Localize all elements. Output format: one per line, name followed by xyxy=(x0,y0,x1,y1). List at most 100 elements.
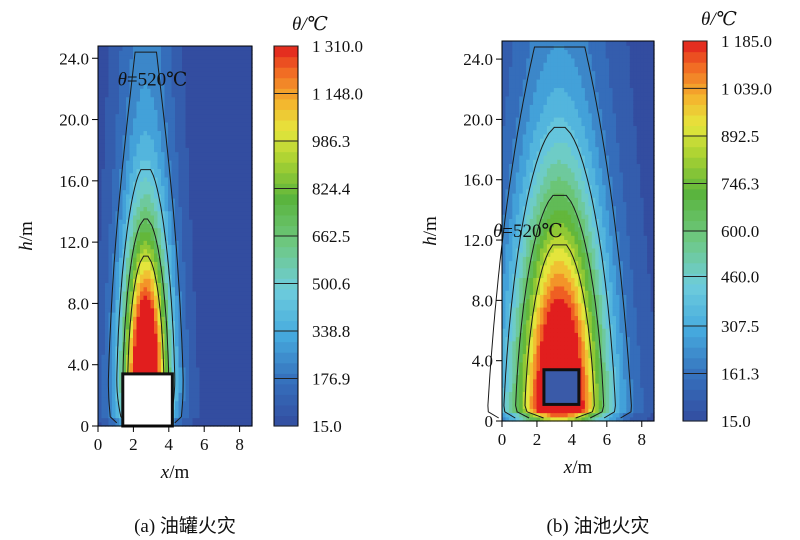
heatmap-cell xyxy=(522,340,527,346)
heatmap-cell xyxy=(136,50,141,56)
heatmap-cell xyxy=(217,198,222,203)
heatmap-cell xyxy=(217,286,222,292)
heatmap-cell xyxy=(112,96,117,102)
heatmap-cell xyxy=(241,155,246,161)
heatmap-cell xyxy=(533,328,538,333)
heatmap-cell xyxy=(143,189,148,195)
heatmap-cell xyxy=(515,125,520,131)
heatmap-cell xyxy=(515,336,520,342)
heatmap-cell xyxy=(161,84,166,89)
heatmap-cell xyxy=(150,274,155,279)
heatmap-cell xyxy=(526,138,531,143)
heatmap-cell xyxy=(192,113,197,119)
heatmap-cell xyxy=(522,95,527,101)
heatmap-cell xyxy=(210,113,215,119)
heatmap-cell xyxy=(126,71,131,77)
heatmap-cell xyxy=(526,100,531,105)
heatmap-cell xyxy=(522,277,527,283)
heatmap-cell xyxy=(115,193,120,199)
heatmap-cell xyxy=(245,176,250,182)
heatmap-cell xyxy=(192,421,197,427)
heatmap-cell xyxy=(133,198,138,203)
heatmap-cell xyxy=(112,143,117,148)
heatmap-cell xyxy=(168,79,173,85)
heatmap-cell xyxy=(217,202,222,208)
heatmap-cell xyxy=(182,278,187,284)
heatmap-cell xyxy=(140,320,145,326)
heatmap-cell xyxy=(143,358,148,364)
heatmap-cell xyxy=(175,88,180,94)
heatmap-cell xyxy=(192,295,197,300)
heatmap-cell xyxy=(231,375,236,381)
heatmap-cell xyxy=(220,67,225,72)
heatmap-cell xyxy=(217,257,222,262)
heatmap-cell xyxy=(241,138,246,144)
heatmap-cell xyxy=(203,176,208,182)
heatmap-cell xyxy=(526,91,531,97)
heatmap-cell xyxy=(245,67,250,72)
heatmap-cell xyxy=(206,92,211,98)
heatmap-cell xyxy=(133,214,138,220)
heatmap-cell xyxy=(505,285,510,291)
heatmap-cell xyxy=(105,117,110,123)
heatmap-cell xyxy=(505,328,510,333)
heatmap-cell xyxy=(143,84,148,89)
heatmap-cell xyxy=(519,62,524,67)
heatmap-cell xyxy=(505,91,510,97)
heatmap-cell xyxy=(210,84,215,89)
heatmap-cell xyxy=(161,143,166,148)
heatmap-cell xyxy=(213,303,218,309)
heatmap-cell xyxy=(108,84,113,89)
heatmap-cell xyxy=(122,210,127,216)
heatmap-cell xyxy=(115,198,120,203)
heatmap-cell xyxy=(220,392,225,398)
heatmap-cell xyxy=(203,58,208,64)
heatmap-cell xyxy=(185,396,190,402)
heatmap-cell xyxy=(129,109,134,115)
heatmap-cell xyxy=(213,269,218,275)
heatmap-cell xyxy=(101,227,106,233)
heatmap-cell xyxy=(238,130,243,136)
heatmap-cell xyxy=(220,71,225,77)
heatmap-cell xyxy=(189,172,194,178)
heatmap-cell xyxy=(185,341,190,347)
heatmap-cell xyxy=(157,62,162,68)
heatmap-cell xyxy=(234,278,239,284)
heatmap-cell xyxy=(536,416,541,422)
heatmap-cell xyxy=(234,358,239,364)
heatmap-cell xyxy=(122,160,127,165)
heatmap-cell xyxy=(115,333,120,338)
heatmap-cell xyxy=(185,130,190,136)
heatmap-cell xyxy=(189,333,194,338)
heatmap-cell xyxy=(122,168,127,174)
heatmap-cell xyxy=(227,46,232,51)
heatmap-cell xyxy=(164,50,169,56)
heatmap-cell xyxy=(508,193,513,198)
heatmap-cell xyxy=(231,117,236,123)
heatmap-cell xyxy=(234,269,239,275)
heatmap-cell xyxy=(175,413,180,419)
heatmap-cell xyxy=(182,79,187,85)
heatmap-cell xyxy=(147,84,152,89)
heatmap-cell xyxy=(192,404,197,410)
heatmap-cell xyxy=(119,219,124,224)
heatmap-cell xyxy=(143,185,148,191)
heatmap-cell xyxy=(241,417,246,423)
heatmap-cell xyxy=(182,193,187,199)
heatmap-cell xyxy=(224,341,229,347)
heatmap-cell xyxy=(147,164,152,170)
heatmap-cell xyxy=(234,164,239,170)
heatmap-cell xyxy=(213,151,218,157)
heatmap-cell xyxy=(171,227,176,233)
heatmap-cell xyxy=(192,109,197,115)
heatmap-cell xyxy=(129,168,134,174)
heatmap-cell xyxy=(140,295,145,300)
heatmap-cell xyxy=(112,54,117,60)
heatmap-cell xyxy=(136,134,141,140)
heatmap-cell xyxy=(238,96,243,102)
heatmap-cell xyxy=(150,164,155,170)
heatmap-cell xyxy=(220,286,225,292)
heatmap-cell xyxy=(234,100,239,106)
heatmap-cell xyxy=(206,324,211,330)
heatmap-cell xyxy=(196,236,201,241)
